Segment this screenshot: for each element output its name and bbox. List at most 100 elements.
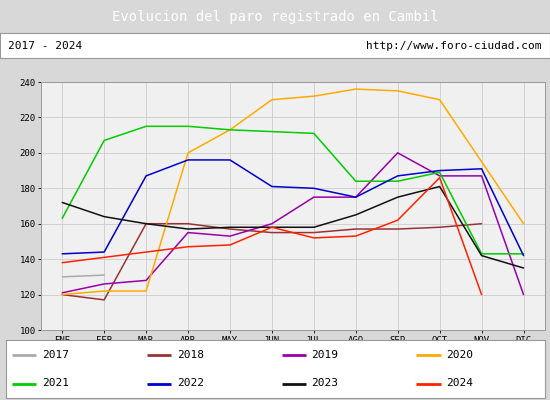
Line: 2023: 2023 [62, 186, 524, 268]
2021 [353, 179, 359, 184]
2020 [394, 88, 401, 93]
Line: 2022: 2022 [62, 160, 524, 256]
2022 [185, 158, 191, 162]
2020 [268, 97, 275, 102]
2019 [520, 292, 527, 297]
2018 [478, 221, 485, 226]
2022 [436, 168, 443, 173]
Text: 2017: 2017 [42, 350, 69, 360]
2024 [59, 260, 65, 265]
2021 [59, 216, 65, 221]
2019 [353, 195, 359, 200]
2018 [59, 292, 65, 297]
2021 [101, 138, 107, 143]
2021 [227, 128, 233, 132]
2021 [478, 252, 485, 256]
2023 [436, 184, 443, 189]
Text: 2021: 2021 [42, 378, 69, 388]
2022 [520, 253, 527, 258]
2020 [101, 289, 107, 294]
2018 [436, 225, 443, 230]
2017 [59, 274, 65, 279]
2021 [268, 129, 275, 134]
2021 [520, 252, 527, 256]
Line: 2017: 2017 [62, 275, 104, 277]
2024 [478, 292, 485, 297]
2021 [143, 124, 150, 129]
2018 [268, 230, 275, 235]
Text: 2023: 2023 [311, 378, 338, 388]
2021 [394, 179, 401, 184]
2023 [520, 266, 527, 270]
Text: Evolucion del paro registrado en Cambil: Evolucion del paro registrado en Cambil [112, 10, 438, 24]
2019 [227, 234, 233, 238]
2024 [227, 242, 233, 247]
2024 [185, 244, 191, 249]
2020 [353, 87, 359, 92]
2024 [436, 175, 443, 180]
Line: 2021: 2021 [62, 126, 524, 254]
2023 [227, 225, 233, 230]
2022 [478, 166, 485, 171]
2018 [101, 298, 107, 302]
2022 [227, 158, 233, 162]
Text: 2020: 2020 [446, 350, 473, 360]
2019 [101, 282, 107, 286]
2023 [101, 214, 107, 219]
2019 [185, 230, 191, 235]
Text: 2018: 2018 [177, 350, 204, 360]
2019 [436, 174, 443, 178]
2024 [394, 218, 401, 222]
Text: 2017 - 2024: 2017 - 2024 [8, 41, 82, 51]
2019 [143, 278, 150, 283]
2020 [59, 292, 65, 297]
2024 [353, 234, 359, 238]
Line: 2024: 2024 [62, 178, 482, 294]
Text: 2019: 2019 [311, 350, 338, 360]
2019 [311, 195, 317, 200]
2020 [520, 221, 527, 226]
Text: 2024: 2024 [446, 378, 473, 388]
2019 [59, 290, 65, 295]
2018 [394, 227, 401, 232]
2018 [311, 230, 317, 235]
2022 [101, 250, 107, 254]
2018 [185, 221, 191, 226]
2023 [353, 212, 359, 217]
2019 [394, 150, 401, 155]
2024 [268, 225, 275, 230]
2023 [59, 200, 65, 205]
2021 [311, 131, 317, 136]
Line: 2018: 2018 [62, 224, 482, 300]
2023 [143, 221, 150, 226]
2021 [185, 124, 191, 129]
2018 [353, 227, 359, 232]
2022 [353, 195, 359, 200]
2023 [478, 253, 485, 258]
2017 [101, 273, 107, 278]
2022 [143, 174, 150, 178]
2023 [268, 225, 275, 230]
2024 [311, 236, 317, 240]
2018 [143, 221, 150, 226]
2023 [311, 225, 317, 230]
Line: 2020: 2020 [62, 89, 524, 294]
2020 [436, 97, 443, 102]
Text: 2022: 2022 [177, 378, 204, 388]
2021 [436, 170, 443, 175]
2018 [227, 227, 233, 232]
2023 [185, 227, 191, 232]
Text: http://www.foro-ciudad.com: http://www.foro-ciudad.com [366, 41, 542, 51]
2020 [143, 289, 150, 294]
2020 [311, 94, 317, 98]
2022 [394, 174, 401, 178]
2023 [394, 195, 401, 200]
Line: 2019: 2019 [62, 153, 524, 294]
2022 [311, 186, 317, 191]
2019 [478, 174, 485, 178]
2020 [185, 150, 191, 155]
2022 [268, 184, 275, 189]
2019 [268, 221, 275, 226]
2020 [227, 128, 233, 132]
2022 [59, 252, 65, 256]
